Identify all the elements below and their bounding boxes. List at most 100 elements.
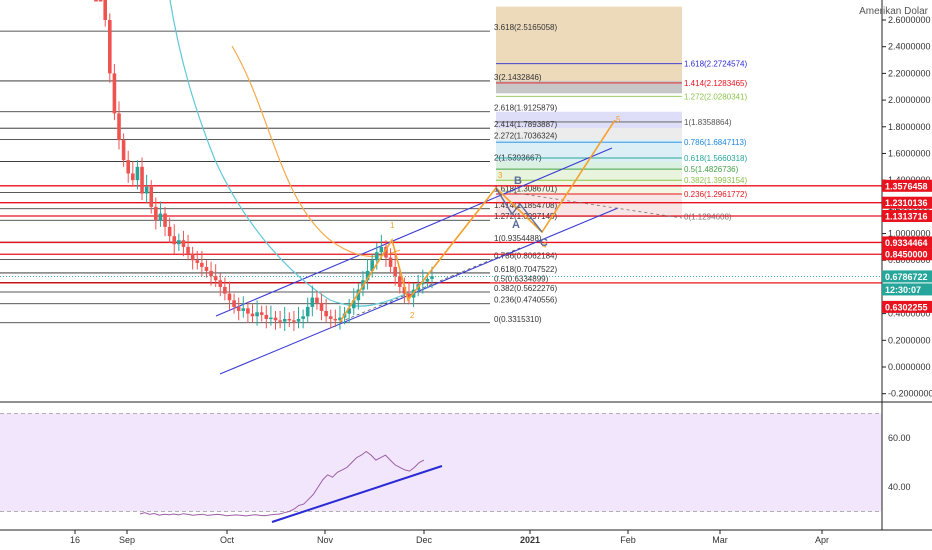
channel-mid-dashed — [339, 247, 521, 323]
abc-path — [495, 187, 543, 233]
moving-average — [169, 0, 411, 307]
candle-body — [154, 206, 158, 221]
fib-band-7 — [496, 169, 682, 181]
candle-body — [397, 276, 402, 287]
candle-body — [255, 312, 259, 317]
candle-body — [94, 0, 98, 2]
fib-level-label: 0.5(0.6334899) — [494, 274, 549, 283]
wave-label-5: 5 — [616, 115, 621, 124]
price-badge-label: 0.9334464 — [885, 238, 928, 248]
price-tick-label: 0.8000000 — [888, 255, 931, 265]
fib-level-label: 1(0.9354488) — [494, 234, 542, 243]
candle-body — [430, 276, 434, 279]
fib-band-8 — [496, 180, 682, 195]
candle-body — [269, 317, 273, 320]
fib-ext-label: 1.272(2.0280341) — [684, 92, 748, 101]
fib-level-label: 0.786(0.8062184) — [494, 251, 558, 260]
candle-body — [402, 286, 407, 294]
candle-body — [103, 0, 108, 20]
time-tick-label: Mar — [712, 535, 728, 545]
orange-arc — [231, 45, 401, 257]
time-tick-label: Apr — [815, 535, 829, 545]
wave-label-A: A — [512, 219, 520, 231]
candle-body — [209, 270, 213, 277]
channel-bottom — [219, 207, 619, 375]
candle-body — [264, 314, 269, 319]
price-badge — [882, 179, 932, 192]
candle-body — [177, 240, 181, 245]
fib-band-6 — [496, 161, 682, 170]
price-badge-label: 0.8450000 — [885, 250, 928, 260]
price-tick-label: 0.2000000 — [888, 335, 931, 345]
fib-ext-label: 1.618(2.2724574) — [684, 60, 748, 69]
candle-body — [172, 236, 177, 245]
candle-body — [250, 313, 255, 317]
price-tick-label: 1.0000000 — [888, 229, 931, 239]
candle-body — [227, 293, 232, 301]
price-badge — [882, 196, 932, 209]
price-pane-bg — [0, 0, 882, 402]
candle-body — [333, 318, 338, 321]
price-tick-label: 1.8000000 — [888, 122, 931, 132]
candle-body — [356, 289, 361, 301]
candle-body — [319, 302, 324, 311]
fib-band-1 — [496, 80, 682, 94]
fib-band-2 — [496, 93, 682, 112]
candle-body — [347, 308, 351, 314]
candle-body — [278, 320, 282, 322]
time-tick-label: 2021 — [520, 535, 540, 545]
fib-level-label: 1.618(1.3086701) — [494, 184, 558, 193]
rsi-line — [139, 450, 425, 517]
price-tick-label: 2.6000000 — [888, 15, 931, 25]
fib-band-4 — [496, 128, 682, 140]
price-badge — [882, 248, 932, 261]
candle-body — [305, 306, 310, 317]
price-badge-label: 1.2310136 — [885, 198, 928, 208]
rsi-tick-label: 60.00 — [888, 433, 911, 443]
fib-level-label: 3(2.1432846) — [494, 73, 542, 82]
fib-level-label: 1.414(1.1854708) — [494, 201, 558, 210]
wave-label-C: C — [540, 237, 548, 249]
fib-level-label: 0.382(0.5622276) — [494, 284, 558, 293]
time-tick-label: 16 — [70, 535, 80, 545]
fib-level-label: 2.272(1.7036324) — [494, 132, 558, 141]
candle-body — [282, 318, 287, 322]
price-badge — [882, 270, 932, 283]
price-tick-label: 0.0000000 — [888, 362, 931, 372]
price-tick-label: -0.2000000 — [888, 389, 932, 399]
candle-body — [135, 166, 140, 181]
candle-body — [370, 260, 374, 271]
price-tick-label: 0.4000000 — [888, 309, 931, 319]
candle-body — [301, 316, 305, 319]
candle-body — [287, 318, 292, 321]
candle-body — [259, 312, 264, 315]
fib-ext-label: 1(1.8358864) — [684, 118, 732, 127]
fib-ext-label: 0.236(1.2961772) — [684, 190, 748, 199]
candle-body — [195, 260, 200, 263]
candle-body — [393, 266, 397, 277]
wave-label-B: B — [514, 175, 522, 187]
candle-body — [328, 316, 333, 319]
candle-body — [121, 140, 126, 161]
candle-body — [181, 240, 186, 247]
abc-dashed — [495, 189, 683, 219]
price-badge-label: 1.3576458 — [885, 181, 928, 191]
candle-body — [324, 310, 328, 317]
time-tick-label: Feb — [620, 535, 636, 545]
candle-body — [241, 308, 246, 311]
candle-body — [232, 300, 236, 307]
wave-label-4: 4 — [542, 241, 547, 250]
price-badge-label: 1.1313716 — [885, 212, 928, 222]
price-tick-label: 2.4000000 — [888, 42, 931, 52]
rsi-pane — [0, 413, 882, 523]
wave-label-1: 1 — [390, 221, 395, 230]
candle-body — [204, 266, 209, 271]
time-axis: 16 Sep Oct Nov Dec 2021 Feb Mar Apr — [0, 529, 932, 545]
candle-body — [158, 213, 163, 221]
fib-level-label: 0.236(0.4740556) — [494, 296, 558, 305]
candle-body — [200, 262, 204, 267]
fib-ext-label: 0(1.1294608) — [684, 212, 732, 221]
price-tick-label: 2.0000000 — [888, 95, 931, 105]
fib-band-9 — [496, 194, 682, 217]
